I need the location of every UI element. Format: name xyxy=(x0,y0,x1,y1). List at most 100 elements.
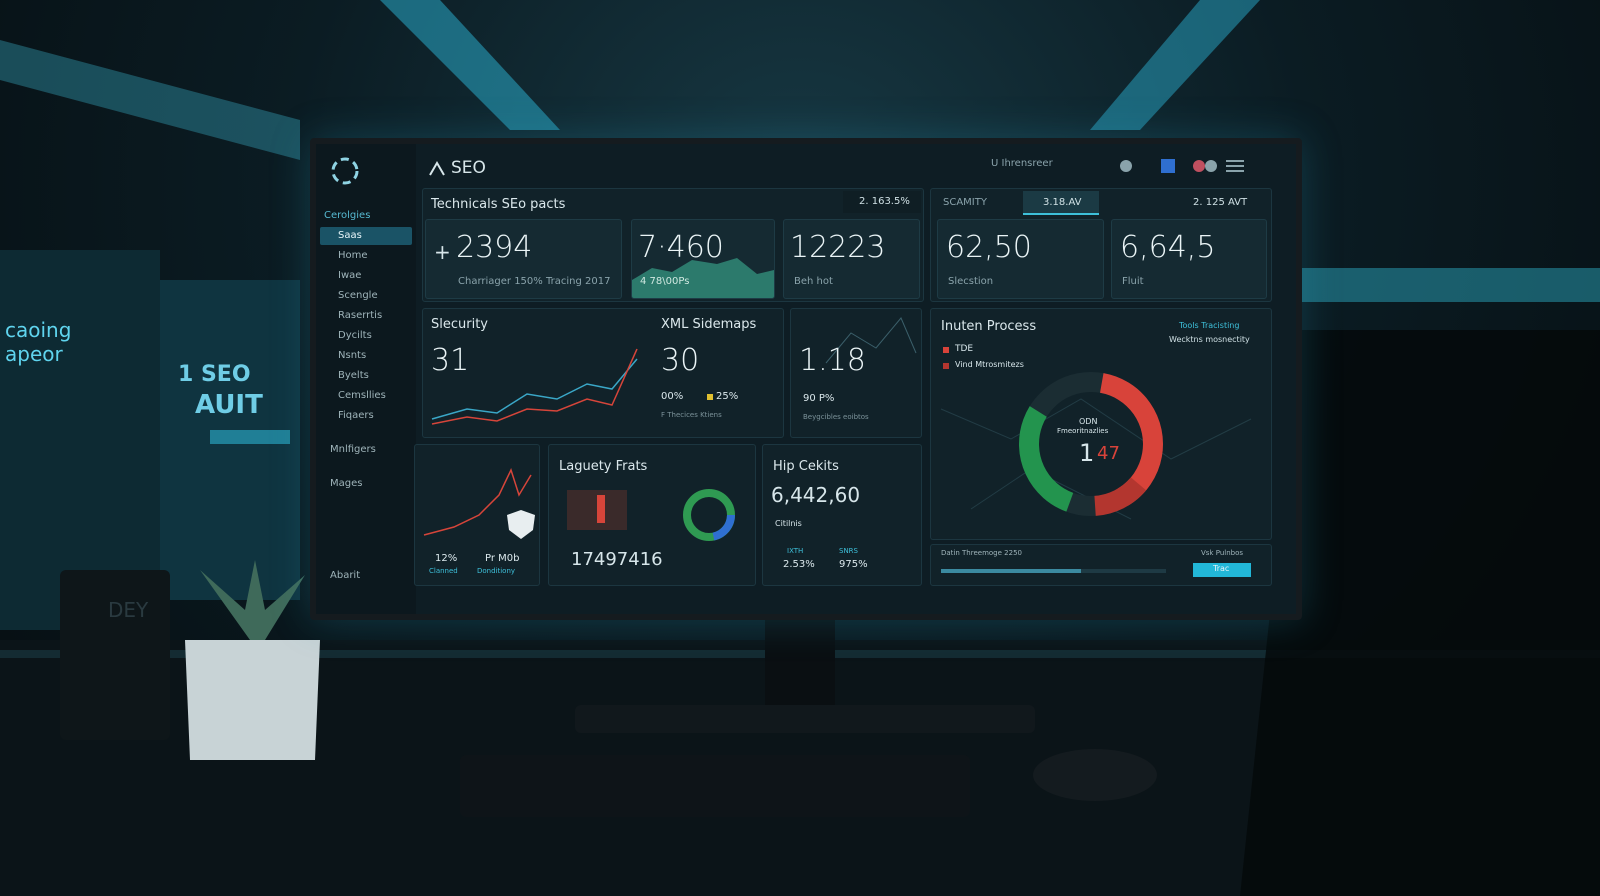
card-label: SNRS xyxy=(839,547,858,555)
sidebar-section: Cerolgies xyxy=(324,210,371,221)
tab[interactable]: 3.18.AV xyxy=(1043,197,1082,208)
footer-button-label[interactable]: Trac xyxy=(1213,564,1230,573)
card-label: IXTH xyxy=(787,547,804,555)
pot-text: DEY xyxy=(108,598,149,622)
user-info: U Ihrensreer xyxy=(991,158,1053,169)
card-stat: 25% xyxy=(716,391,739,402)
legend-entry: TDE xyxy=(955,344,974,354)
footer-right: Vsk Pulnbos xyxy=(1201,549,1244,557)
donut-sub: Fmeoritnazlies xyxy=(1057,427,1109,435)
sidebar-footer[interactable]: Abarit xyxy=(330,570,361,581)
card-caption: Citilnis xyxy=(775,519,802,528)
card-value: 30 xyxy=(661,343,700,378)
laguety-graphic xyxy=(567,489,735,541)
sidebar-item[interactable]: Cemsllies xyxy=(338,390,386,401)
network-chart xyxy=(825,317,917,364)
sidebar-item[interactable]: Raserrtis xyxy=(338,310,383,321)
badge-bg xyxy=(843,191,921,213)
sidebar-item[interactable]: Saas xyxy=(338,230,362,241)
sidebar-item[interactable]: Iwae xyxy=(338,270,362,281)
sidebar-item[interactable]: Scengle xyxy=(338,290,378,301)
panel-badge: 2. 125 AVT xyxy=(1193,197,1248,208)
stat-card: + 2394 Charriager 150% Tracing 2017 xyxy=(425,219,622,299)
metric-panel: 1.18 90 P% Beygcibles eoibtos xyxy=(790,308,922,438)
active-tab-bg xyxy=(1023,191,1099,215)
stat-value: 2394 xyxy=(456,230,533,265)
stat-marker xyxy=(707,394,713,400)
legend-swatch xyxy=(943,363,949,369)
card-note: Beygcibles eoibtos xyxy=(803,413,869,421)
card-title: XML Sidemaps xyxy=(661,317,757,332)
card-stat: 00% xyxy=(661,391,684,402)
active-item-bg xyxy=(320,227,412,245)
trend-panel: 12% Pr M0b Clanned Donditiony xyxy=(414,444,540,586)
panel-link[interactable]: Tools Tracisting xyxy=(1179,321,1240,330)
tech-seo-panel: Technicals SEo pacts 2. 163.5% + 2394 Ch… xyxy=(422,188,924,302)
header-title: SEO xyxy=(451,158,486,178)
card-value: 17497416 xyxy=(571,549,663,570)
stat-prefix: + xyxy=(434,240,451,264)
card-label: Donditiony xyxy=(477,567,516,575)
stat-value: 7·460 xyxy=(638,230,724,265)
sidebar-item[interactable]: Byelts xyxy=(338,370,369,381)
logo xyxy=(331,157,359,185)
stat-card: 6,64,5 Fluit xyxy=(1111,219,1267,299)
left-screen-text: caoing xyxy=(5,318,72,342)
footer-label: Datin Threemoge 2250 xyxy=(941,549,1022,557)
card-stat: 90 P% xyxy=(803,393,835,404)
stat-caption: Charriager 150% Tracing 2017 xyxy=(458,276,611,287)
stat-card: 12223 Beh hot xyxy=(783,219,920,299)
stat-caption: Beh hot xyxy=(794,276,833,287)
stat-caption: Slecstion xyxy=(948,276,994,287)
card-value: 31 xyxy=(431,343,470,378)
right-panel: SCAMITY 3.18.AV 2. 125 AVT 62,50 Slecsti… xyxy=(930,188,1272,302)
progress-fill xyxy=(941,569,1081,573)
header-icons xyxy=(1120,159,1244,173)
sidebar-item[interactable]: Nsnts xyxy=(338,350,367,361)
monitor-screen: Cerolgies Saas Home Iwae Scengle Raserrtis Dy… xyxy=(310,138,1302,620)
stat-caption: Fluit xyxy=(1122,276,1144,287)
hip-panel: Hip Cekits 6,442,60 Citilnis IXTH SNRS 2… xyxy=(762,444,922,586)
tab[interactable]: SCAMITY xyxy=(943,197,987,208)
card-stat: 2.53% xyxy=(783,559,815,570)
sidebar-item[interactable]: Mages xyxy=(330,478,363,489)
donut-label: ODN xyxy=(1079,417,1098,426)
panel-sub: Wecktns mosnectity xyxy=(1169,335,1250,344)
stat-card: 62,50 Slecstion xyxy=(937,219,1104,299)
intent-panel: Inuten Process Tools Tracisting Wecktns … xyxy=(930,308,1272,540)
sidebar: Cerolgies Saas Home Iwae Scengle Raserrtis Dy… xyxy=(316,144,416,614)
panel-badge: 2. 163.5% xyxy=(859,196,910,207)
card-title: Laguety Frats xyxy=(559,459,648,474)
stat-value: 6,64,5 xyxy=(1120,230,1216,265)
sidebar-item[interactable]: Mnlfigers xyxy=(330,444,376,455)
security-chart xyxy=(431,348,638,425)
card-note: F Thecices Ktiens xyxy=(661,411,722,419)
poster-text: AUIT xyxy=(195,390,263,420)
donut-accent: 47 xyxy=(1097,443,1120,464)
sidebar-item[interactable]: Dycilts xyxy=(338,330,372,341)
card-stat: 12% xyxy=(435,553,458,564)
panel-title: Inuten Process xyxy=(941,319,1037,334)
sidebar-item[interactable]: Home xyxy=(338,250,368,261)
laguety-panel: Laguety Frats 17497416 xyxy=(548,444,756,586)
stat-value: 12223 xyxy=(790,230,886,265)
sidebar-item[interactable]: Fiqaers xyxy=(338,410,374,421)
footer-button[interactable] xyxy=(1193,563,1251,577)
stat-value: 62,50 xyxy=(946,230,1032,265)
panel-title: Technicals SEo pacts xyxy=(431,197,566,212)
poster-text: 1 SEO xyxy=(178,362,251,387)
card-value: 1.18 xyxy=(799,343,866,378)
sparkline-area xyxy=(632,258,774,298)
card-label: Clanned xyxy=(429,567,458,575)
legend-entry: Vind Mtrosmitezs xyxy=(955,360,1024,369)
stat-caption: 4 78\00Ps xyxy=(640,276,690,287)
donut-value: 1 xyxy=(1079,439,1095,467)
trend-chart xyxy=(423,467,535,539)
security-panel: Slecurity 31 XML Sidemaps 30 00% 25% F T… xyxy=(422,308,784,438)
legend-swatch xyxy=(943,347,949,353)
card-title: Slecurity xyxy=(431,317,488,332)
footer-bar: Datin Threemoge 2250 Vsk Pulnbos Trac xyxy=(930,544,1272,586)
left-screen-text: apeor xyxy=(5,342,63,366)
